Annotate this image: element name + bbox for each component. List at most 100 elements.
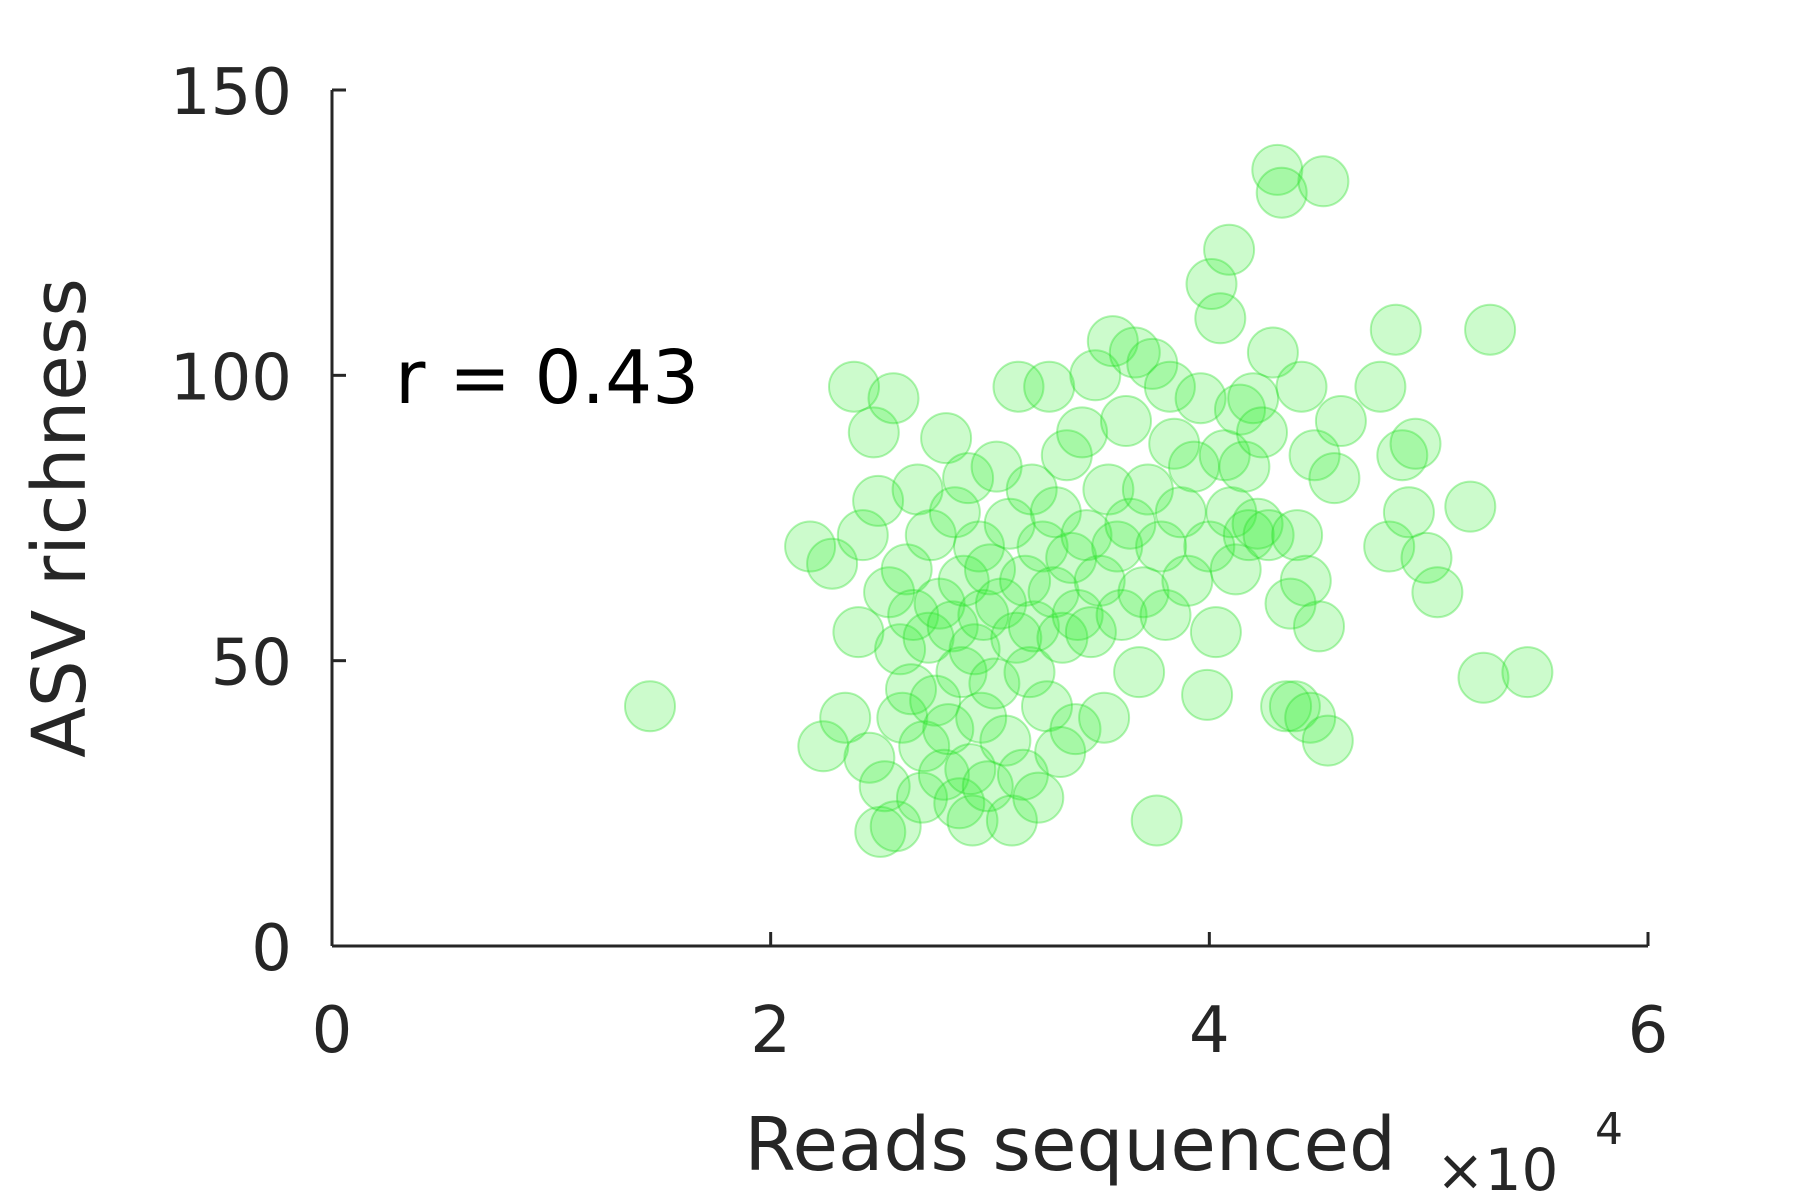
scatter-point-74 xyxy=(1073,554,1126,607)
x-ticks: 0 2 4 6 xyxy=(312,932,1669,1068)
scatter-point-71 xyxy=(1060,509,1113,562)
scatter-point-14 xyxy=(867,372,920,425)
scatter-point-35 xyxy=(937,554,990,607)
scatter-point-1 xyxy=(784,520,837,573)
scatter-point-134 xyxy=(1400,531,1453,584)
scatter-point-137 xyxy=(1457,651,1510,704)
scatter-point-12 xyxy=(858,760,911,813)
scatter-point-0 xyxy=(624,680,676,733)
scatter-point-44 xyxy=(964,543,1016,596)
scatter-point-5 xyxy=(819,691,872,744)
scatter-point-67 xyxy=(1045,531,1098,584)
scatter-point-72 xyxy=(1064,606,1117,659)
scatter-point-10 xyxy=(852,474,905,527)
scatter-point-118 xyxy=(1271,509,1324,562)
scatter-point-48 xyxy=(979,714,1032,767)
scatter-point-41 xyxy=(955,691,1008,744)
scatter-point-26 xyxy=(909,674,962,727)
scatter-point-96 xyxy=(1181,668,1234,721)
x-tick-label-0: 0 xyxy=(312,994,353,1068)
scatter-point-133 xyxy=(1389,417,1442,470)
scatter-point-4 xyxy=(828,360,880,413)
scatter-point-89 xyxy=(1139,589,1192,641)
scatter-point-56 xyxy=(1005,463,1058,516)
scatter-point-52 xyxy=(992,360,1045,413)
axes: 0 2 4 6 0 50 100 150 xyxy=(170,56,1669,1068)
x-axis-multiplier-exponent: 4 xyxy=(1595,1104,1623,1155)
scatter-point-136 xyxy=(1444,480,1497,533)
scatter-point-113 xyxy=(1251,143,1304,196)
scatter-point-23 xyxy=(898,720,951,773)
scatter-point-54 xyxy=(999,554,1052,607)
scatter-point-7 xyxy=(836,509,889,562)
x-tick-label-1: 2 xyxy=(750,994,791,1068)
scatter-point-88 xyxy=(1135,520,1188,573)
scatter-point-36 xyxy=(942,452,995,505)
scatter-point-81 xyxy=(1104,497,1157,550)
scatter-point-31 xyxy=(926,600,979,653)
scatter-point-42 xyxy=(957,589,1010,641)
scatter-point-76 xyxy=(1082,463,1135,516)
scatter-point-45 xyxy=(968,657,1021,710)
scatter-point-51 xyxy=(990,611,1043,664)
scatter-point-128 xyxy=(1354,360,1407,413)
x-tick-label-3: 6 xyxy=(1628,994,1669,1068)
scatter-point-46 xyxy=(970,440,1023,493)
scatter-point-22 xyxy=(896,771,948,824)
scatter-point-130 xyxy=(1369,303,1422,356)
scatter-point-120 xyxy=(1279,554,1332,607)
scatter-point-121 xyxy=(1284,691,1337,744)
scatter-point-101 xyxy=(1198,429,1251,482)
scatter-point-93 xyxy=(1161,554,1214,607)
scatter-point-116 xyxy=(1264,577,1317,630)
scatter-point-110 xyxy=(1236,406,1288,459)
scatter-point-131 xyxy=(1376,429,1429,482)
scatter-point-34 xyxy=(935,646,988,699)
scatter-point-28 xyxy=(917,748,970,801)
scatter-point-11 xyxy=(854,805,907,858)
y-tick-label-2: 100 xyxy=(170,341,292,415)
scatter-point-29 xyxy=(920,412,973,465)
points-layer xyxy=(624,143,1554,858)
scatter-point-103 xyxy=(1205,486,1258,539)
scatter-point-43 xyxy=(961,760,1014,813)
scatter-point-64 xyxy=(1034,726,1087,778)
scatter-point-77 xyxy=(1086,315,1139,368)
scatter-point-19 xyxy=(885,663,937,716)
scatter-point-50 xyxy=(985,794,1038,847)
scatter-point-33 xyxy=(933,777,986,830)
scatter-point-114 xyxy=(1255,166,1308,219)
scatter-point-65 xyxy=(1036,611,1089,664)
scatter-point-102 xyxy=(1203,223,1256,276)
scatter-point-112 xyxy=(1246,326,1299,379)
scatter-point-100 xyxy=(1194,292,1247,345)
scatter-point-24 xyxy=(902,611,955,664)
scatter-point-85 xyxy=(1121,463,1174,516)
scatter-point-66 xyxy=(1040,429,1093,482)
scatter-point-104 xyxy=(1209,543,1262,596)
scatter-point-30 xyxy=(922,703,975,756)
scatter-point-53 xyxy=(996,748,1049,801)
scatter-point-79 xyxy=(1095,589,1148,641)
scatter-point-38 xyxy=(946,794,999,847)
y-tick-label-3: 150 xyxy=(170,56,292,130)
scatter-point-32 xyxy=(928,486,981,539)
scatter-point-123 xyxy=(1293,600,1345,653)
scatter-point-78 xyxy=(1091,520,1144,573)
y-tick-label-0: 0 xyxy=(251,912,292,986)
y-axis-label: ASV richness xyxy=(17,278,103,758)
scatter-point-84 xyxy=(1117,566,1170,619)
scatter-point-129 xyxy=(1363,520,1416,573)
scatter-point-6 xyxy=(832,606,885,659)
scatter-point-99 xyxy=(1189,606,1242,659)
x-axis-multiplier: ×10 xyxy=(1436,1136,1558,1200)
scatter-point-83 xyxy=(1113,646,1166,699)
scatter-point-91 xyxy=(1148,417,1201,470)
scatter-point-18 xyxy=(880,543,933,596)
scatter-point-68 xyxy=(1049,703,1102,756)
scatter-point-109 xyxy=(1231,497,1284,550)
scatter-point-70 xyxy=(1056,406,1109,459)
scatter-point-59 xyxy=(1016,520,1069,573)
scatter-point-92 xyxy=(1154,486,1207,539)
scatter-point-117 xyxy=(1268,680,1321,733)
